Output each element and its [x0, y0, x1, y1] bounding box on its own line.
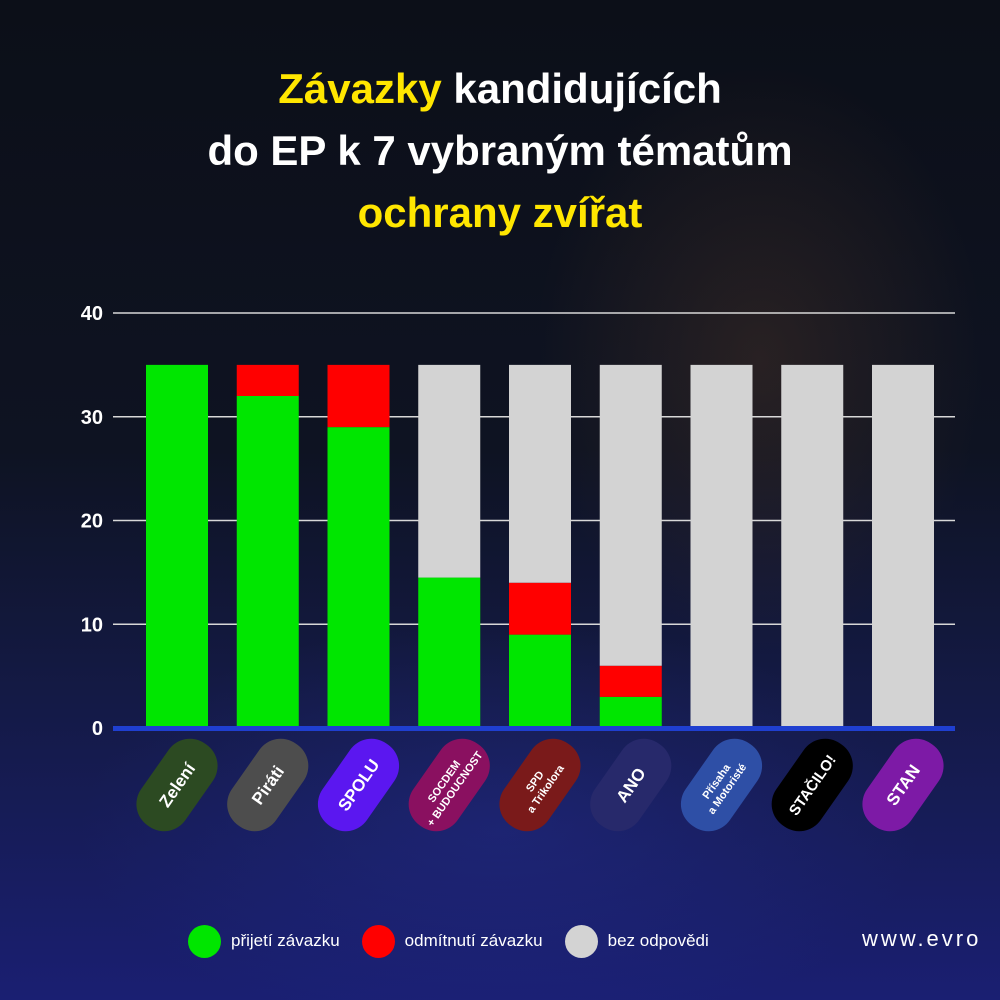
category-pill-background: [408, 738, 490, 832]
category-label-pill: STAČILO!: [771, 738, 853, 832]
legend-item-no-answer: bez odpovědi: [564, 924, 709, 958]
bar-segment-refuse: [236, 364, 299, 396]
category-pill-background: [862, 738, 944, 832]
bar-segment-accept: [327, 427, 390, 728]
chart-title: Závazky kandidujících do EP k 7 vybraným…: [0, 58, 1000, 244]
y-tick-label: 40: [81, 303, 103, 325]
title-highlight-1: Závazky: [278, 65, 442, 112]
category-pill-background: [136, 738, 218, 832]
title-text-1: kandidujících: [453, 65, 722, 112]
bar-segment-accept: [236, 396, 299, 728]
bar-segment-refuse: [327, 364, 390, 428]
legend-label-accept: přijetí závazku: [231, 931, 340, 950]
bar-segment-no-answer: [872, 364, 934, 728]
category-pill-background: [499, 738, 581, 832]
legend-item-accept: přijetí závazku: [188, 924, 340, 958]
legend-swatch-no-answer: [564, 924, 598, 958]
bar-segment-no-answer: [418, 364, 481, 578]
category-label-pill: SPOLU: [317, 738, 400, 832]
category-pill-background: [227, 738, 309, 832]
category-label-pill: STAN: [862, 738, 944, 832]
title-line-3: ochrany zvířat: [357, 189, 643, 236]
legend-swatch-refuse: [361, 924, 395, 958]
y-tick-label: 10: [81, 614, 103, 636]
bar-segment-refuse: [599, 665, 662, 697]
legend-label-no-answer: bez odpovědi: [607, 931, 709, 950]
category-pill-background: [771, 738, 853, 832]
bar-segment-accept: [509, 634, 571, 728]
footer-url: www.evro: [862, 926, 982, 951]
legend-label-refuse: odmítnutí závazku: [404, 931, 543, 950]
y-tick-label: 20: [81, 511, 103, 533]
category-label-pill: Zelení: [136, 738, 218, 832]
bar-segment-no-answer: [690, 364, 753, 728]
category-label-pill: SOCDEM+ BUDOUCNOST: [408, 738, 490, 832]
legend: přijetí závazku odmítnutí závazku bez od…: [188, 921, 731, 961]
bar-segment-accept: [418, 577, 481, 728]
legend-swatch-accept: [188, 924, 221, 958]
category-label-pill: ANO: [590, 738, 672, 832]
bar-segment-no-answer: [781, 364, 844, 728]
x-axis-baseline: [113, 726, 955, 731]
category-pill-background: [590, 738, 672, 832]
title-line-2: do EP k 7 vybraným tématům: [207, 127, 793, 174]
legend-item-refuse: odmítnutí závazku: [361, 924, 543, 958]
y-tick-label: 30: [81, 407, 103, 429]
bar-segment-no-answer: [599, 364, 662, 666]
bar-segment-no-answer: [509, 364, 571, 583]
category-label-pill: Piráti: [227, 738, 309, 832]
category-pill-background: [317, 738, 400, 832]
stacked-bar-chart: 0 10 20 30 40 Zelení Piráti SPOLU SOCDEM+ BUDOUC…: [81, 303, 955, 832]
title-line-1: Závazky kandidujících: [0, 58, 1000, 120]
bar-segment-accept: [146, 364, 208, 728]
bar-segment-refuse: [509, 582, 571, 635]
category-pill-background: [680, 738, 763, 832]
y-tick-label: 0: [92, 718, 103, 740]
bar-segment-accept: [599, 696, 662, 728]
